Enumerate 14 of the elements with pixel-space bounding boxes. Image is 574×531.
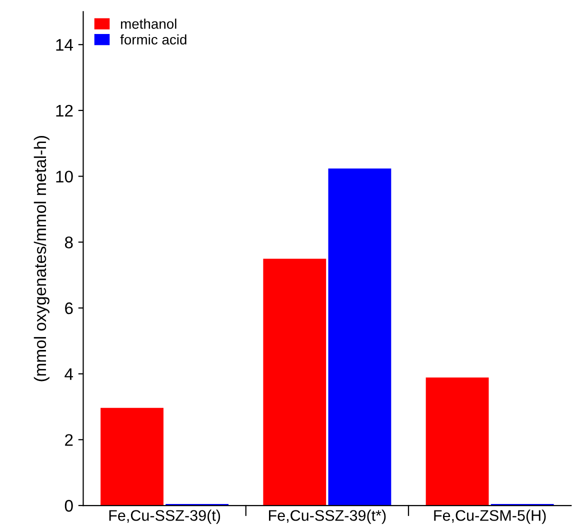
legend-label: formic acid — [120, 34, 186, 45]
y-tick-label: 2 — [65, 434, 73, 446]
y-tick-label: 8 — [64, 236, 73, 248]
y-axis-title: (mmol oxygenates/mmol metal-h) — [34, 136, 50, 382]
y-tick-label: 0 — [64, 500, 73, 512]
x-tick-label: Fe,Cu-ZSM-5(H) — [434, 510, 546, 524]
x-tick-label: Fe,Cu-SSZ-39(t*) — [269, 510, 386, 524]
y-tick-label: 4 — [64, 368, 74, 380]
legend-label: methanol — [120, 18, 176, 29]
y-tick-label: 12 — [56, 104, 73, 116]
y-tick-label: 6 — [65, 302, 73, 314]
x-tick-label: Fe,Cu-SSZ-39(t) — [109, 510, 220, 524]
y-tick-label: 10 — [56, 170, 73, 182]
y-tick-label: 14 — [56, 39, 74, 51]
